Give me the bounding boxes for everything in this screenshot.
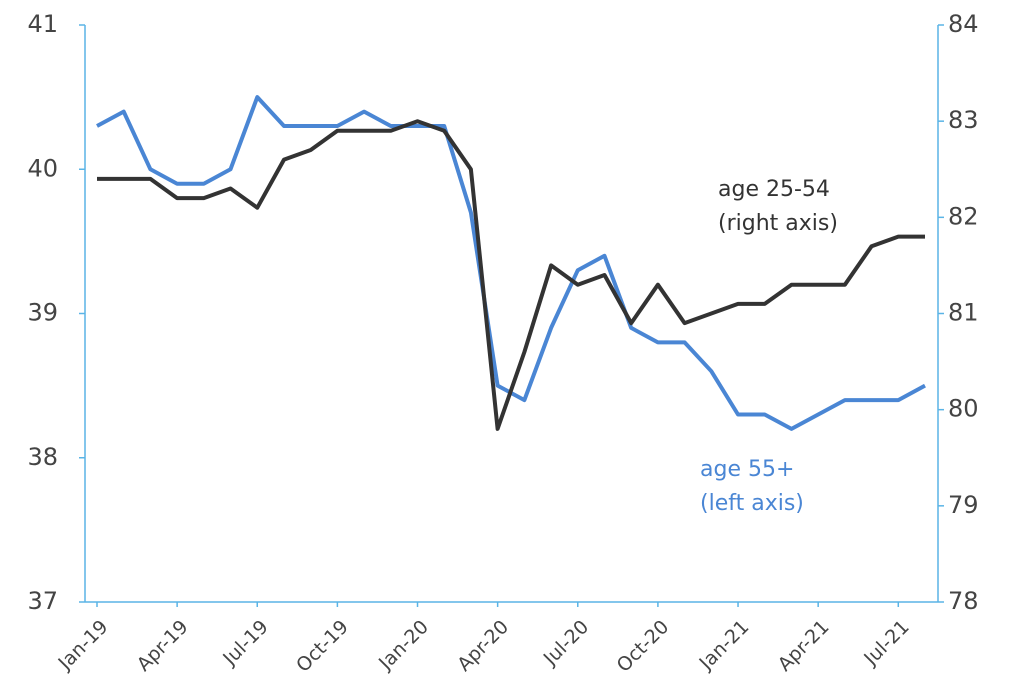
y2-tick-label: 79 — [948, 491, 979, 519]
series-line — [97, 119, 925, 431]
y-tick-label: 40 — [27, 154, 58, 182]
x-tick-label: Jul-19 — [218, 616, 272, 670]
y2-tick-label: 82 — [948, 202, 979, 230]
x-tick-label: Jul-20 — [539, 616, 593, 670]
x-tick-label: Jan-19 — [54, 616, 113, 675]
x-tick-label: Oct-19 — [292, 616, 353, 677]
y2-tick-label: 83 — [948, 106, 979, 134]
series-note: (left axis) — [700, 491, 804, 516]
y-tick-label: 39 — [27, 299, 58, 327]
y-tick-label: 37 — [27, 587, 58, 615]
series-label: age 55+ — [700, 457, 794, 482]
y2-tick-label: 84 — [948, 10, 979, 38]
series-label: age 25-54 — [718, 177, 830, 202]
y2-tick-label: 80 — [948, 395, 979, 423]
series-line — [96, 95, 926, 431]
y2-tick-label: 78 — [948, 587, 979, 615]
x-tick-label: Apr-20 — [453, 616, 513, 676]
x-tick-label: Jan-20 — [374, 616, 433, 675]
y-tick-label: 41 — [27, 10, 58, 38]
y2-tick-label: 81 — [948, 299, 979, 327]
x-tick-label: Apr-19 — [133, 616, 193, 676]
x-tick-label: Jul-21 — [859, 616, 913, 670]
x-tick-label: Oct-20 — [613, 616, 674, 677]
series-note: (right axis) — [718, 211, 838, 236]
y-tick-label: 38 — [27, 443, 58, 471]
x-tick-label: Jan-21 — [695, 616, 754, 675]
x-tick-label: Apr-21 — [774, 616, 834, 676]
